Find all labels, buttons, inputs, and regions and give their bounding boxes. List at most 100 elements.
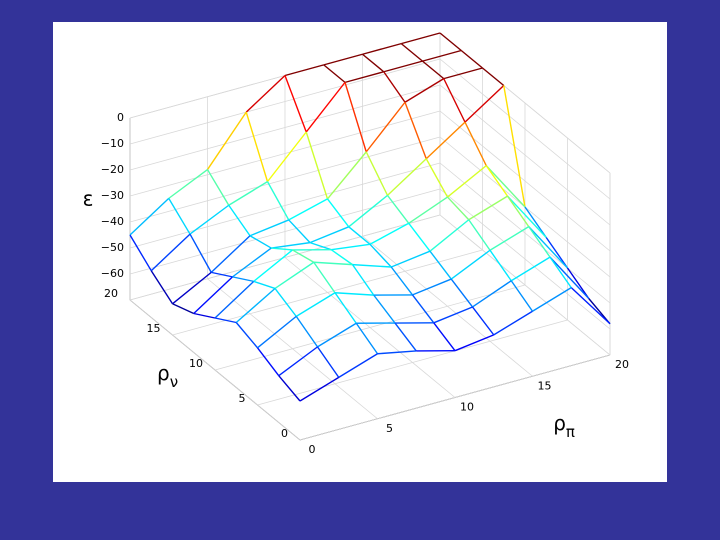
y-tick-label: 10 (189, 357, 203, 370)
mesh-segment (383, 71, 406, 103)
grid-line (439, 84, 611, 226)
mesh-segment (447, 165, 487, 198)
mesh-segment (570, 287, 611, 325)
mesh-segment (351, 264, 375, 296)
z-tick-label: −20 (101, 163, 124, 176)
mesh-segment (510, 280, 534, 312)
mesh-segment (524, 206, 547, 238)
z-tick-label: −50 (101, 241, 124, 254)
mesh-segment (274, 288, 297, 317)
mesh-segment (189, 233, 212, 273)
mesh-segment (334, 292, 357, 324)
mesh-segment (404, 102, 427, 159)
grid-line (129, 110, 441, 197)
mesh-segment (485, 165, 526, 208)
y-tick-label: 15 (147, 322, 161, 335)
mesh-segment (566, 267, 590, 299)
x-tick-label: 5 (386, 422, 393, 435)
x-axis-label: ρπ (553, 410, 575, 440)
mesh-segment (528, 226, 551, 258)
mesh-segment (313, 261, 336, 294)
z-tick-label: −10 (101, 137, 124, 150)
mesh-segment (284, 64, 324, 77)
grid-line (129, 136, 441, 223)
mesh-segment (348, 226, 371, 245)
mesh-segment (249, 235, 272, 249)
mesh-segment (369, 222, 410, 245)
mesh-segment (422, 60, 445, 80)
mesh-segment (506, 195, 547, 238)
z-axis-label: ε (83, 186, 94, 210)
mesh-segment (489, 226, 530, 251)
mesh-segment (377, 350, 417, 355)
mesh-segment (383, 60, 423, 73)
mesh-segment (549, 256, 590, 299)
mesh-segment (129, 234, 152, 272)
mesh-segment (150, 270, 174, 305)
mesh-segment (316, 346, 340, 378)
mesh-segment (288, 219, 311, 244)
mesh-segment (232, 276, 254, 283)
mesh-segment (245, 74, 286, 113)
mesh-segment (214, 280, 255, 319)
y-axis-label: ρν (157, 361, 178, 391)
mesh-segment (549, 256, 572, 289)
mesh-segment (387, 158, 427, 196)
mesh-segment (532, 287, 572, 312)
mesh-segment (232, 247, 272, 278)
grid-line (439, 162, 611, 304)
mesh-segment (460, 49, 483, 69)
mesh-segment (210, 235, 251, 273)
mesh-segment (305, 131, 329, 200)
mesh-segment (464, 84, 505, 123)
mesh-segment (313, 261, 353, 266)
mesh-segment (468, 219, 491, 251)
mesh-segment (485, 165, 509, 197)
mesh-segment (326, 198, 350, 228)
mesh-segment (193, 276, 233, 315)
y-tick-label: 0 (281, 427, 288, 440)
mesh-segment (390, 266, 414, 296)
mesh-segment (446, 196, 470, 221)
mesh-segment (168, 198, 191, 235)
mesh-segment (425, 121, 466, 160)
mesh-segment (454, 334, 495, 352)
axis-subscript: ν (170, 373, 178, 391)
mesh-segment (168, 168, 208, 199)
mesh-segment (271, 241, 311, 249)
mesh-segment (365, 151, 389, 196)
mesh-segment (334, 292, 374, 296)
mesh-segment (355, 322, 379, 355)
grid-line (439, 110, 611, 252)
mesh-segment (278, 375, 301, 402)
mesh-segment (528, 226, 569, 269)
mesh-segment (408, 196, 448, 224)
mesh-segment (468, 195, 508, 221)
grid-line (439, 58, 611, 200)
mesh-segment (510, 256, 551, 282)
mesh-segment (401, 32, 441, 45)
mesh-segment (352, 263, 392, 268)
mesh-segment (425, 158, 449, 198)
mesh-segment (450, 249, 491, 280)
mesh-segment (172, 271, 212, 305)
mesh-segment (172, 303, 195, 315)
mesh-segment (503, 85, 526, 208)
x-tick-label: 15 (538, 379, 552, 392)
mesh-segment (390, 250, 431, 268)
mesh-segment (443, 67, 483, 80)
grid-line (299, 354, 611, 441)
mesh-segment (206, 169, 230, 206)
mesh-segment (245, 111, 269, 182)
mesh-segment (362, 42, 402, 55)
mesh-segment (206, 111, 247, 170)
x-tick-label: 0 (309, 443, 316, 456)
z-tick-label: −40 (101, 215, 124, 228)
mesh-segment (443, 78, 466, 123)
mesh-segment (295, 292, 336, 317)
mesh-segment (365, 101, 406, 153)
grid-line (129, 214, 441, 301)
axis-subscript: π (566, 422, 575, 440)
mesh-segment (411, 294, 435, 324)
